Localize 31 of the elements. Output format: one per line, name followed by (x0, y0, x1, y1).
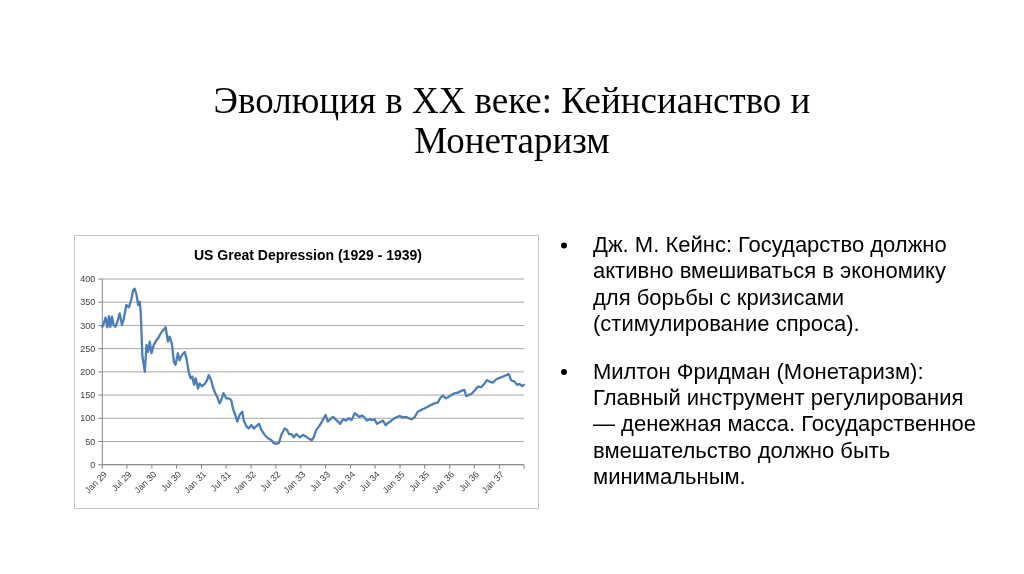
text: Милтон Фридман (Монетаризм): Главный инструмент регулирования — денежная масса. Государственное вмешательство должно быть минимальным. (593, 358, 977, 490)
y-tick-label: 200 (80, 367, 96, 377)
x-tick-label: Jul 31 (208, 469, 233, 494)
x-tick-label: Jan 37 (479, 469, 507, 496)
y-tick-label: 150 (80, 390, 96, 401)
x-tick-label: Jul 32 (258, 469, 283, 494)
y-tick-label: 400 (80, 274, 96, 285)
x-tick-label: Jan 30 (132, 469, 159, 496)
x-tick-label: Jan 35 (380, 469, 407, 496)
x-tick-label: Jan 33 (281, 469, 308, 496)
x-tick-label: Jul 30 (159, 469, 184, 494)
chart-title: US Great Depression (1929 - 1939) (194, 247, 422, 263)
y-tick-label: 300 (80, 320, 96, 331)
text: Эволюция в XX веке: Кейнсианство и Монетаризм (213, 80, 811, 161)
line-series (101, 287, 525, 445)
x-tick-label: Jul 34 (357, 469, 382, 494)
y-tick-label: 50 (85, 436, 96, 447)
text: Дж. М. Кейнс: Государство должно активно вмешиваться в экономику для борьбы с кризисами (стимулирование спроса). (593, 232, 947, 337)
x-tick-label: Jan 29 (82, 469, 109, 496)
x-tick-label: Jul 29 (109, 469, 134, 494)
x-tick-label: Jul 35 (407, 469, 432, 494)
y-tick-label: 100 (80, 413, 96, 424)
x-tick-label: Jan 31 (181, 469, 209, 496)
x-tick-label: Jul 36 (456, 469, 482, 494)
x-tick-label: Jan 36 (430, 469, 457, 496)
y-tick-label: 350 (80, 297, 96, 308)
x-tick-label: Jan 32 (231, 469, 258, 496)
x-tick-label: Jul 33 (308, 469, 333, 494)
y-tick-label: 250 (80, 343, 96, 354)
y-tick-label: 0 (90, 459, 96, 470)
x-tick-label: Jan 34 (330, 469, 358, 496)
